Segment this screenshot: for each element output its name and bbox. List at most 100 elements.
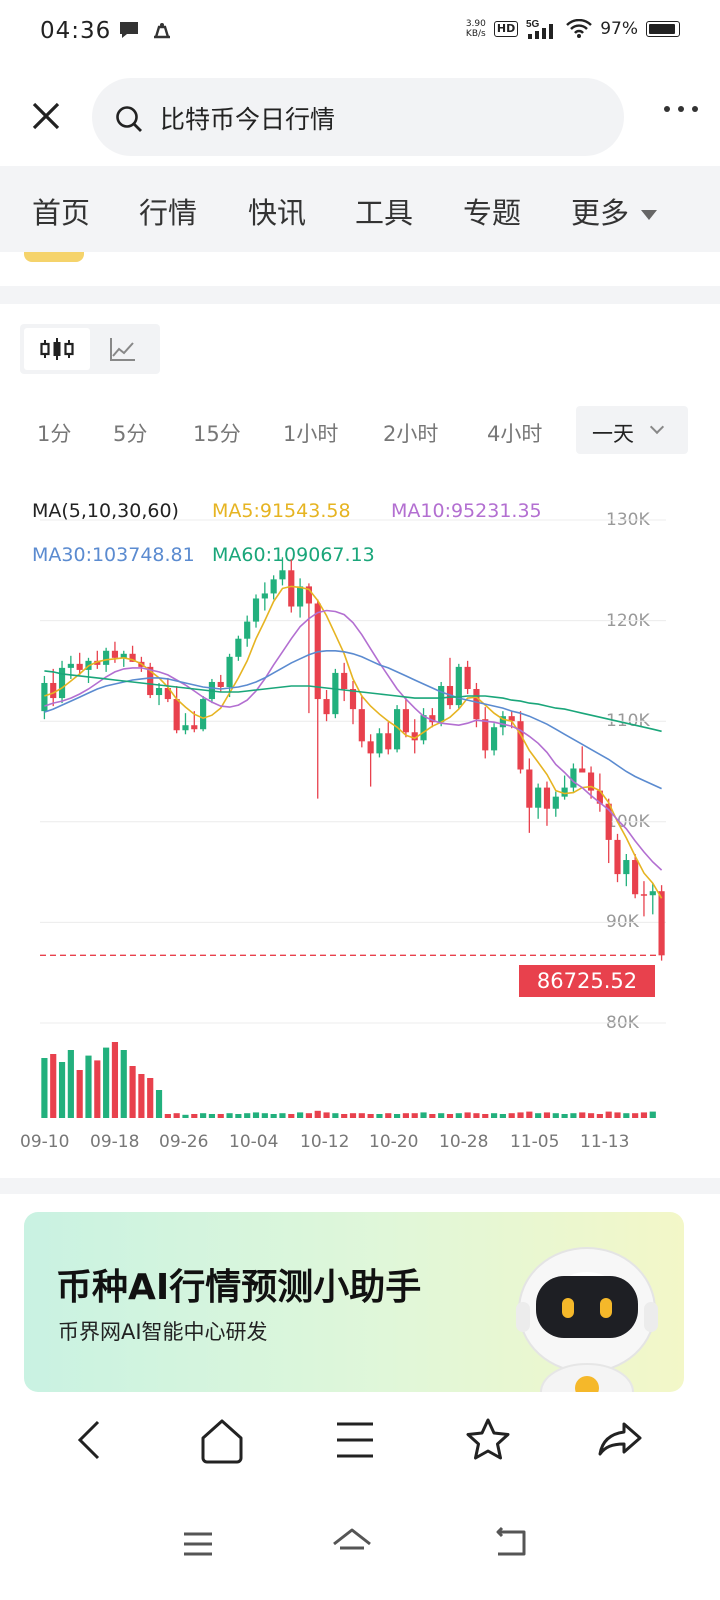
tab-tools[interactable]: 工具 [355, 196, 414, 230]
share-button[interactable] [592, 1412, 648, 1468]
candle-body [623, 860, 630, 875]
section-divider [0, 286, 720, 304]
volume-bar [640, 1112, 648, 1118]
chevron-left-icon [77, 1420, 100, 1460]
y-tick-label: 90K [606, 912, 639, 932]
network-speed: 3.90 KB/s [465, 19, 486, 39]
volume-bar [270, 1114, 277, 1118]
volume-bar [111, 1042, 119, 1118]
candle-body [323, 699, 330, 715]
search-icon [116, 106, 142, 132]
tab-market[interactable]: 行情 [139, 196, 198, 230]
timeframe-1h[interactable]: 1小时 [283, 422, 339, 446]
candle-body [252, 598, 260, 622]
y-tick-label: 120K [606, 611, 650, 631]
volume-bar [349, 1113, 357, 1118]
scrolled-content-chip [24, 252, 84, 262]
volume-bar [605, 1111, 612, 1118]
candle-body [226, 656, 233, 687]
favorite-button[interactable] [460, 1412, 516, 1468]
search-header: 比特币今日行情 [0, 76, 720, 158]
candle-body [508, 716, 515, 722]
candle-body [473, 689, 480, 720]
volume-bar [67, 1050, 74, 1118]
x-tick-label: 11-05 [510, 1132, 560, 1152]
candle-body [147, 666, 154, 696]
close-button[interactable] [28, 98, 64, 134]
candle-body [155, 688, 163, 696]
candle-body [58, 667, 66, 699]
volume-bar [314, 1110, 321, 1118]
wifi-icon [566, 19, 593, 38]
menu-button[interactable] [327, 1412, 383, 1468]
ma-params-label: MA(5,10,30,60) [32, 500, 179, 522]
menu-icon [337, 1422, 373, 1458]
candle-body [649, 891, 656, 896]
tab-topics[interactable]: 专题 [463, 196, 522, 230]
candle-body [120, 653, 127, 658]
chevron-down-icon [649, 419, 665, 435]
candle-body [208, 681, 216, 700]
svg-text:5G: 5G [526, 19, 540, 30]
candle-body [614, 839, 621, 875]
system-back-button[interactable] [488, 1522, 532, 1566]
timeframe-15min[interactable]: 15分 [193, 422, 241, 446]
candlestick-view-button[interactable] [24, 328, 90, 370]
candle-body [429, 715, 436, 723]
volume-bar [490, 1113, 498, 1118]
volume-bar [147, 1078, 154, 1118]
line-chart-icon [110, 338, 135, 361]
tab-more[interactable]: 更多 [571, 190, 658, 232]
volume-bar [191, 1114, 198, 1118]
timeframe-5min[interactable]: 5分 [113, 422, 148, 446]
system-home-button[interactable] [330, 1522, 374, 1566]
volume-bar [438, 1113, 445, 1118]
candle-body [297, 586, 304, 607]
home-button[interactable] [194, 1412, 250, 1468]
volume-bar [182, 1114, 189, 1118]
candle-body [129, 653, 136, 662]
back-button[interactable] [62, 1412, 118, 1468]
y-tick-label: 130K [606, 510, 650, 530]
candle-body [85, 660, 92, 670]
search-input[interactable]: 比特币今日行情 [92, 78, 624, 156]
ma10-label: MA10:95231.35 [391, 500, 542, 522]
x-tick-label: 10-28 [439, 1132, 489, 1152]
candle-body [182, 725, 189, 731]
timeframe-1min[interactable]: 1分 [37, 422, 72, 446]
volume-bar [288, 1114, 295, 1118]
timeframe-2h[interactable]: 2小时 [383, 422, 439, 446]
volume-bar [402, 1113, 409, 1118]
chevron-down-icon [641, 210, 658, 220]
volume-bar [393, 1114, 401, 1118]
timeframe-dropdown[interactable]: 一天 [576, 406, 688, 454]
recent-apps-button[interactable] [176, 1522, 220, 1566]
y-tick-label: 80K [606, 1013, 639, 1033]
ai-assistant-banner[interactable]: 币种AI行情预测小助手 币界网AI智能中心研发 [24, 1212, 684, 1392]
timeframe-4h[interactable]: 4小时 [487, 422, 543, 446]
tab-home[interactable]: 首页 [32, 196, 91, 230]
star-icon [466, 1418, 510, 1460]
candle-body [393, 709, 401, 750]
volume-bar [208, 1114, 216, 1118]
volume-bar [76, 1070, 83, 1118]
volume-bar [499, 1114, 506, 1118]
nav-tabs: 首页 行情 快讯 工具 专题 更多 [0, 166, 720, 252]
system-navigation-bar [0, 1488, 720, 1600]
x-tick-label: 11-13 [580, 1132, 630, 1152]
candle-body [658, 891, 665, 956]
line-view-button[interactable] [90, 328, 156, 370]
candle-body [640, 894, 648, 896]
volume-bar [385, 1113, 392, 1118]
candle-body [349, 689, 357, 710]
candle-body [103, 650, 110, 665]
x-tick-label: 10-20 [369, 1132, 419, 1152]
status-bar: 04:36 3.90 KB/s HD 5G 97% [0, 0, 720, 66]
candle-body [94, 660, 101, 665]
candle-body [490, 727, 498, 751]
tab-news[interactable]: 快讯 [248, 196, 307, 230]
ma60-line [44, 670, 662, 733]
candle-body [482, 719, 489, 751]
more-options-button[interactable] [664, 106, 698, 112]
recent-apps-icon [184, 1532, 212, 1556]
